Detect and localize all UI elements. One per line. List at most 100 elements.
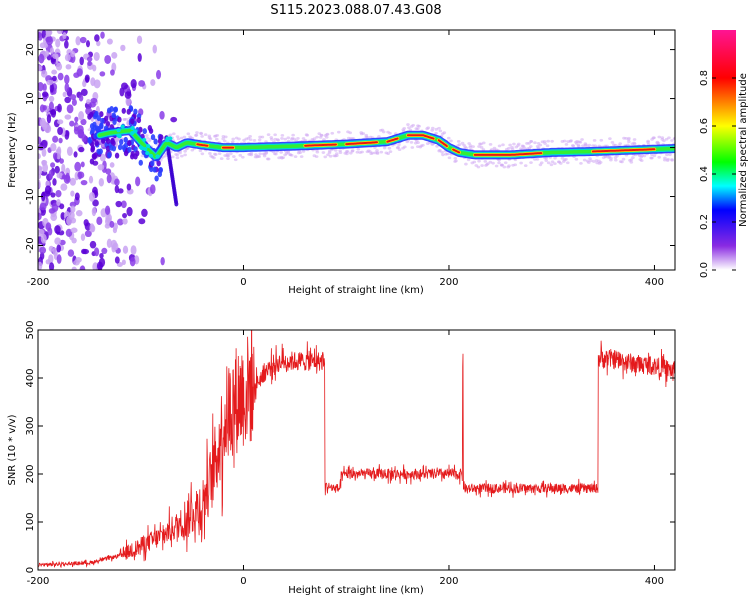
spectrogram-halo (562, 139, 567, 143)
spectrogram-turbulent-blob (96, 148, 101, 155)
spectrogram-halo (529, 161, 533, 165)
spectrogram-noise-blob (62, 32, 67, 40)
spectrogram-halo (579, 161, 583, 165)
spectrogram-noise-blob (74, 116, 79, 123)
spectrogram-noise-blob (46, 35, 54, 46)
spectrogram-halo (402, 127, 407, 130)
spectrogram-halo (546, 139, 550, 143)
spectrogram-halo (345, 150, 350, 153)
spectrogram-halo (140, 154, 145, 158)
spectrogram-halo (386, 152, 390, 156)
spectrogram-noise-blob (64, 82, 70, 93)
spectrogram-noise-blob (109, 162, 115, 168)
spectrogram-halo (666, 157, 670, 161)
spectrogram-halo (477, 159, 481, 163)
spectrogram-noise-blob (41, 91, 49, 98)
spectrogram-halo (657, 135, 662, 139)
spectrogram-noise-blob (57, 72, 64, 81)
spectrogram-noise-blob (78, 94, 84, 102)
spectrogram-turbulent-blob (152, 166, 157, 173)
snr-xtick-label: 400 (645, 576, 664, 587)
spectrogram-noise-blob (50, 192, 56, 198)
spectrogram-halo (238, 153, 243, 157)
spectrogram-turbulent-blob (96, 115, 101, 122)
spectrogram-halo (665, 153, 669, 157)
spectrogram-noise-blob (64, 114, 72, 120)
spectrogram-noise-blob (85, 76, 90, 83)
spectrogram-halo (632, 138, 637, 141)
spectrogram-halo (574, 157, 579, 161)
spectrogram-halo (536, 146, 541, 150)
spectrogram-halo (417, 124, 421, 128)
spectrogram-noise-blob (86, 99, 91, 105)
spectrogram-noise-blob (96, 40, 101, 47)
spectrogram-noise-blob (38, 179, 41, 189)
spectrogram-turbulent-blob (117, 144, 123, 151)
spectrogram-halo (672, 137, 675, 141)
snr-frame (37, 329, 676, 571)
spectrogram-ytick-label: 0 (25, 144, 36, 150)
spectrogram-turbulent-blob (94, 125, 100, 132)
spectrogram-halo (586, 161, 591, 164)
spectrogram-halo (464, 162, 468, 166)
spectrogram-halo (175, 156, 180, 160)
spectrogram-halo (502, 165, 507, 169)
spectrogram-noise-blob (73, 126, 79, 135)
spectrogram-noise-blob (69, 120, 75, 127)
spectrogram-noise-blob (39, 246, 47, 254)
snr-ytick-label: 0 (25, 567, 36, 573)
spectrogram-turbulent-blob (117, 116, 122, 123)
spectrogram-noise-blob (49, 83, 54, 93)
spectrogram-noise-blob (88, 175, 94, 184)
spectrogram-noise-blob (85, 40, 91, 48)
spectrogram-halo (328, 154, 333, 158)
spectrogram-noise-blob (64, 40, 69, 49)
spectrogram-halo (445, 152, 450, 156)
spectrogram-noise-blob (40, 70, 48, 78)
spectrogram-noise-blob (112, 242, 119, 251)
spectrogram-halo (226, 157, 230, 160)
spectrogram-halo (406, 123, 410, 126)
spectrogram-halo (232, 155, 236, 158)
spectrogram-halo (484, 164, 488, 167)
spectrogram-halo (333, 148, 338, 152)
spectrogram-halo (312, 137, 317, 141)
spectrogram-cyan-blob (130, 126, 135, 131)
spectrogram-halo (194, 133, 199, 137)
spectrogram-halo (568, 139, 573, 143)
spectrogram-noise-blob (38, 82, 44, 92)
spectrogram-noise-blob (80, 88, 88, 97)
spectrogram-noise-blob (46, 114, 52, 124)
spectrogram-noise-blob (56, 244, 62, 253)
snr-ytick-label: 400 (25, 368, 36, 387)
spectrogram-noise-blob (48, 245, 54, 252)
spectrogram-halo (610, 140, 615, 144)
spectrogram-noise-blob (96, 261, 103, 270)
spectrogram-halo (550, 160, 555, 164)
spectrogram-halo (319, 133, 324, 137)
spectrogram-turbulent-blob (90, 146, 95, 153)
spectrogram-noise-blob (56, 172, 63, 179)
spectrogram-noise-blob (110, 69, 115, 76)
snr-xlabel: Height of straight line (km) (288, 585, 424, 596)
spectrogram-ylabel: Frequency (Hz) (7, 112, 18, 188)
spectrogram-turbulent-blob (112, 118, 117, 125)
spectrogram-noise-blob (79, 56, 84, 66)
spectrogram-halo (175, 153, 180, 157)
spectrogram-noise-blob (50, 162, 56, 168)
spectrogram-halo (529, 145, 533, 148)
spectrogram-noise-blob (64, 96, 72, 104)
spectrogram-turbulent-blob (107, 152, 112, 159)
spectrogram-noise-blob (38, 65, 43, 72)
spectrogram-halo (646, 140, 650, 144)
spectrogram-halo (214, 137, 219, 141)
spectrogram-noise-blob (75, 210, 83, 217)
spectrogram-noise-blob (52, 75, 57, 82)
spectrogram-halo (483, 159, 488, 163)
spectrogram-halo (388, 131, 392, 135)
spectrogram-noise-blob (99, 71, 106, 77)
spectrogram-noise-blob (62, 91, 67, 98)
spectrogram-turbulent-blob (113, 106, 118, 113)
spectrogram-halo (571, 144, 576, 148)
spectrogram-noise-blob (90, 77, 96, 87)
